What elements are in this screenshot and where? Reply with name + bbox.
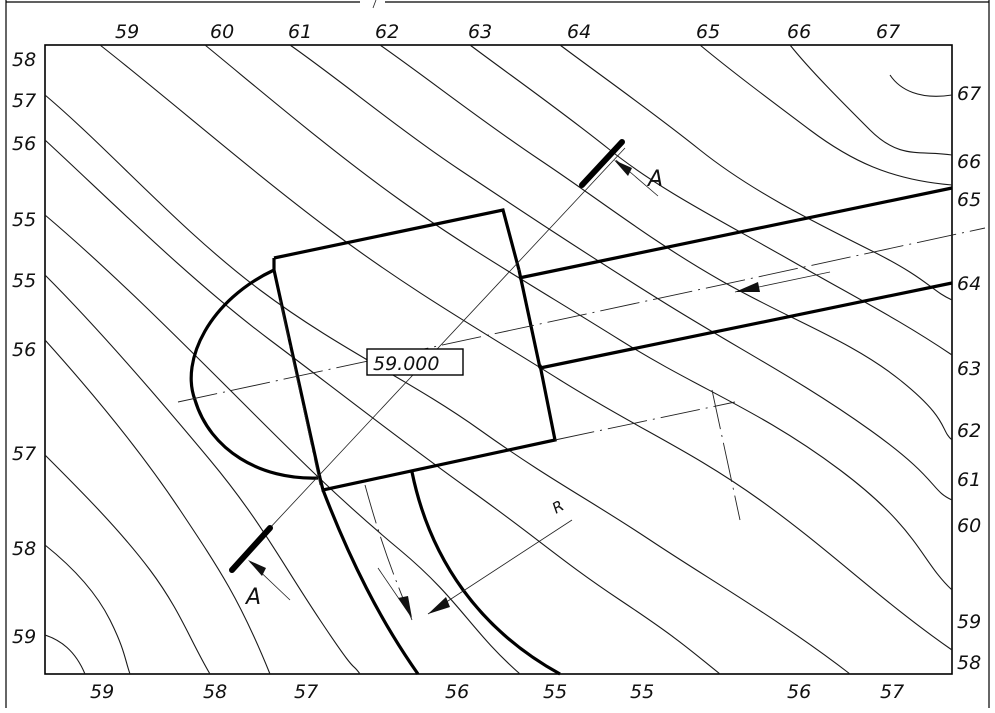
contour-line bbox=[44, 139, 721, 675]
right-label: 65 bbox=[957, 189, 981, 211]
main-axis-line bbox=[177, 227, 986, 403]
right-label: 64 bbox=[957, 273, 981, 295]
contour-lines bbox=[44, 44, 953, 675]
left-label: 57 bbox=[12, 443, 36, 465]
bottom-label: 56 bbox=[445, 681, 469, 703]
outlet-outer-wall bbox=[321, 489, 420, 675]
top-label: 66 bbox=[787, 21, 811, 43]
bottom-label: 57 bbox=[294, 681, 318, 703]
contour-line bbox=[379, 44, 953, 441]
body-cross-axis bbox=[279, 299, 321, 486]
top-label: 64 bbox=[567, 21, 591, 43]
top-label: 67 bbox=[876, 21, 900, 43]
top-label: 65 bbox=[696, 21, 720, 43]
flow-arrow-channel-head bbox=[735, 282, 760, 292]
bottom-contour-labels: 59 58 57 56 55 55 56 57 bbox=[90, 681, 904, 703]
section-mark-bottom-arrow bbox=[248, 560, 266, 576]
bottom-label: 55 bbox=[630, 681, 654, 703]
right-label: 67 bbox=[957, 83, 981, 105]
flow-arrow-outlet-head bbox=[398, 596, 412, 618]
semicircle-head bbox=[189, 268, 319, 480]
top-contour-labels: 59 60 61 62 63 64 65 66 67 bbox=[115, 21, 900, 43]
right-label: 61 bbox=[957, 469, 981, 491]
structure-outline bbox=[189, 186, 953, 676]
outlet-inner-wall bbox=[410, 471, 561, 676]
channel-lower-wall bbox=[539, 281, 953, 370]
section-mark-bottom-label: A bbox=[244, 585, 261, 610]
channel-upper-wall bbox=[518, 186, 953, 280]
section-mark-top-bar bbox=[579, 139, 625, 188]
left-label: 58 bbox=[12, 538, 36, 560]
top-label: 63 bbox=[468, 21, 492, 43]
contour-line bbox=[44, 339, 271, 675]
top-label: 61 bbox=[288, 21, 312, 43]
top-label: 60 bbox=[210, 21, 234, 43]
right-label: 60 bbox=[957, 515, 981, 537]
radius-arrow-head bbox=[428, 597, 450, 614]
contour-line bbox=[559, 44, 953, 301]
right-label: 66 bbox=[957, 151, 981, 173]
axis-lines bbox=[177, 147, 986, 621]
contour-line bbox=[44, 634, 86, 675]
bottom-label: 59 bbox=[90, 681, 114, 703]
left-label: 55 bbox=[12, 270, 36, 292]
bottom-label: 56 bbox=[787, 681, 811, 703]
section-mark-top-label: A bbox=[646, 167, 663, 192]
contour-line bbox=[44, 454, 211, 675]
contour-line bbox=[99, 44, 953, 651]
lower-axis-line bbox=[554, 401, 736, 441]
contour-line bbox=[44, 214, 521, 675]
contour-line bbox=[204, 44, 953, 591]
top-label: 59 bbox=[115, 21, 139, 43]
main-body-outline bbox=[272, 208, 557, 492]
right-label: 58 bbox=[957, 652, 981, 674]
contour-line bbox=[44, 544, 131, 675]
top-label: 62 bbox=[375, 21, 399, 43]
contour-line bbox=[889, 74, 953, 97]
right-label: 63 bbox=[957, 358, 981, 380]
contour-line bbox=[289, 44, 953, 501]
contour-line bbox=[44, 94, 851, 675]
left-label: 56 bbox=[12, 133, 36, 155]
channel-connector bbox=[517, 269, 542, 369]
contour-line bbox=[469, 44, 953, 356]
contour-line bbox=[44, 274, 361, 675]
drawing-border bbox=[44, 44, 953, 675]
left-label: 56 bbox=[12, 339, 36, 361]
section-mark-top-arrow bbox=[614, 160, 632, 176]
contour-line bbox=[699, 44, 953, 186]
bottom-label: 55 bbox=[543, 681, 567, 703]
elevation-label-box bbox=[366, 348, 464, 376]
left-contour-labels: 58 57 56 55 55 56 57 58 59 bbox=[12, 49, 36, 648]
left-label: 57 bbox=[12, 90, 36, 112]
radius-label: R bbox=[549, 497, 567, 518]
transverse-axis bbox=[711, 389, 741, 521]
left-label: 55 bbox=[12, 209, 36, 231]
frame-tick bbox=[372, 0, 377, 9]
contour-line bbox=[789, 44, 953, 156]
section-markers: A A bbox=[229, 139, 663, 610]
left-label: 59 bbox=[12, 626, 36, 648]
section-mark-bottom-bar bbox=[229, 525, 273, 573]
radius-dimension-line bbox=[427, 519, 573, 615]
right-label: 62 bbox=[957, 420, 981, 442]
bottom-label: 58 bbox=[203, 681, 227, 703]
bottom-label: 57 bbox=[880, 681, 904, 703]
right-contour-labels: 67 66 65 64 63 62 61 60 59 58 bbox=[957, 83, 981, 674]
right-label: 59 bbox=[957, 611, 981, 633]
left-label: 58 bbox=[12, 49, 36, 71]
elevation-label: 59.000 bbox=[373, 353, 439, 375]
